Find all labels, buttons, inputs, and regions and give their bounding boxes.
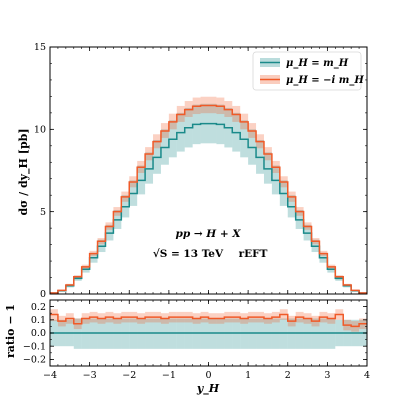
main-y-axis-label: dσ / dy_H [pb] — [17, 128, 31, 215]
ratio-y-tick-label: 0.1 — [31, 315, 46, 326]
ratio-y-axis-label: ratio − 1 — [4, 304, 17, 358]
main-line-series-2 — [50, 104, 367, 294]
legend-label-series-2: μ_H = −i m_H — [286, 75, 364, 86]
main-band-series-1-bin-13 — [145, 152, 154, 184]
ratio-y-tick-label: 0.2 — [31, 302, 46, 313]
annotation-energy: √S = 13 TeV — [153, 248, 224, 260]
x-tick-label: 3 — [324, 370, 330, 381]
main-line-series-1 — [50, 122, 367, 294]
ratio-line-series-2 — [50, 313, 367, 328]
main-y-tick-label: 15 — [34, 42, 46, 53]
annotation-tag: rEFT — [239, 248, 268, 260]
x-tick-label: −4 — [43, 370, 57, 381]
x-tick-label: 0 — [205, 370, 211, 381]
legend: μ_H = m_H μ_H = −i m_H — [252, 51, 364, 91]
main-y-tick-label: 0 — [40, 289, 46, 300]
legend-label-series-1: μ_H = m_H — [286, 58, 349, 69]
ratio-panel: −4 −3 −2 −1 0 1 2 3 4 −0.2 −0.1 0.0 0.1 0.2 ratio − 1… — [4, 299, 370, 396]
ratio-y-tick-label: −0.1 — [23, 341, 46, 352]
ratio-y-tick-label: 0.0 — [31, 328, 46, 339]
main-y-tick-label: 5 — [40, 207, 46, 218]
x-tick-label: −3 — [83, 370, 97, 381]
main-band-series-1-bin-28 — [263, 152, 272, 184]
x-tick-label: 4 — [364, 370, 370, 381]
x-axis-label: y_H — [196, 382, 220, 396]
x-tick-label: −2 — [122, 370, 136, 381]
ratio-y-tick-label: −0.2 — [23, 355, 46, 366]
x-tick-label: 2 — [285, 370, 291, 381]
x-tick-label: 1 — [245, 370, 251, 381]
annotation-process: pp → H + X — [176, 228, 242, 240]
legend-frame — [252, 51, 362, 91]
main-panel: 0 5 10 15 dσ / dy_H [pb] μ_H = m_H μ_H = −i… — [17, 42, 368, 300]
main-y-tick-label: 10 — [34, 125, 46, 136]
x-tick-label: −1 — [162, 370, 176, 381]
